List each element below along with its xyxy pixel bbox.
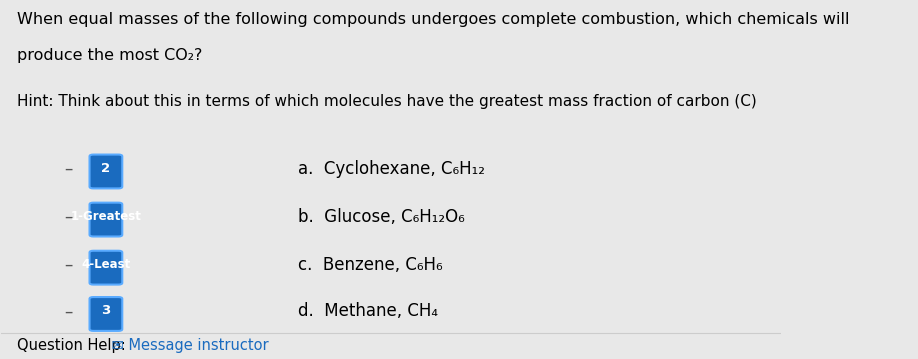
Text: 1-Greatest: 1-Greatest — [71, 210, 141, 223]
Text: –: – — [63, 302, 73, 320]
Text: –: – — [63, 256, 73, 274]
FancyBboxPatch shape — [90, 202, 122, 237]
Text: ✉ Message instructor: ✉ Message instructor — [106, 338, 268, 353]
Text: d.  Methane, CH₄: d. Methane, CH₄ — [297, 302, 438, 320]
Text: –: – — [63, 208, 73, 226]
Text: 3: 3 — [101, 304, 110, 317]
Text: a.  Cyclohexane, C₆H₁₂: a. Cyclohexane, C₆H₁₂ — [297, 160, 485, 178]
FancyBboxPatch shape — [90, 251, 122, 285]
Text: c.  Benzene, C₆H₆: c. Benzene, C₆H₆ — [297, 256, 442, 274]
Text: Hint: Think about this in terms of which molecules have the greatest mass fracti: Hint: Think about this in terms of which… — [17, 94, 756, 109]
Text: When equal masses of the following compounds undergoes complete combustion, whic: When equal masses of the following compo… — [17, 12, 849, 27]
Text: 2: 2 — [101, 162, 110, 175]
Text: Question Help:: Question Help: — [17, 338, 126, 353]
Text: 4-Least: 4-Least — [82, 258, 130, 271]
FancyBboxPatch shape — [90, 297, 122, 331]
Text: b.  Glucose, C₆H₁₂O₆: b. Glucose, C₆H₁₂O₆ — [297, 208, 465, 226]
Text: –: – — [63, 160, 73, 178]
FancyBboxPatch shape — [90, 155, 122, 188]
Text: produce the most CO₂?: produce the most CO₂? — [17, 48, 202, 63]
